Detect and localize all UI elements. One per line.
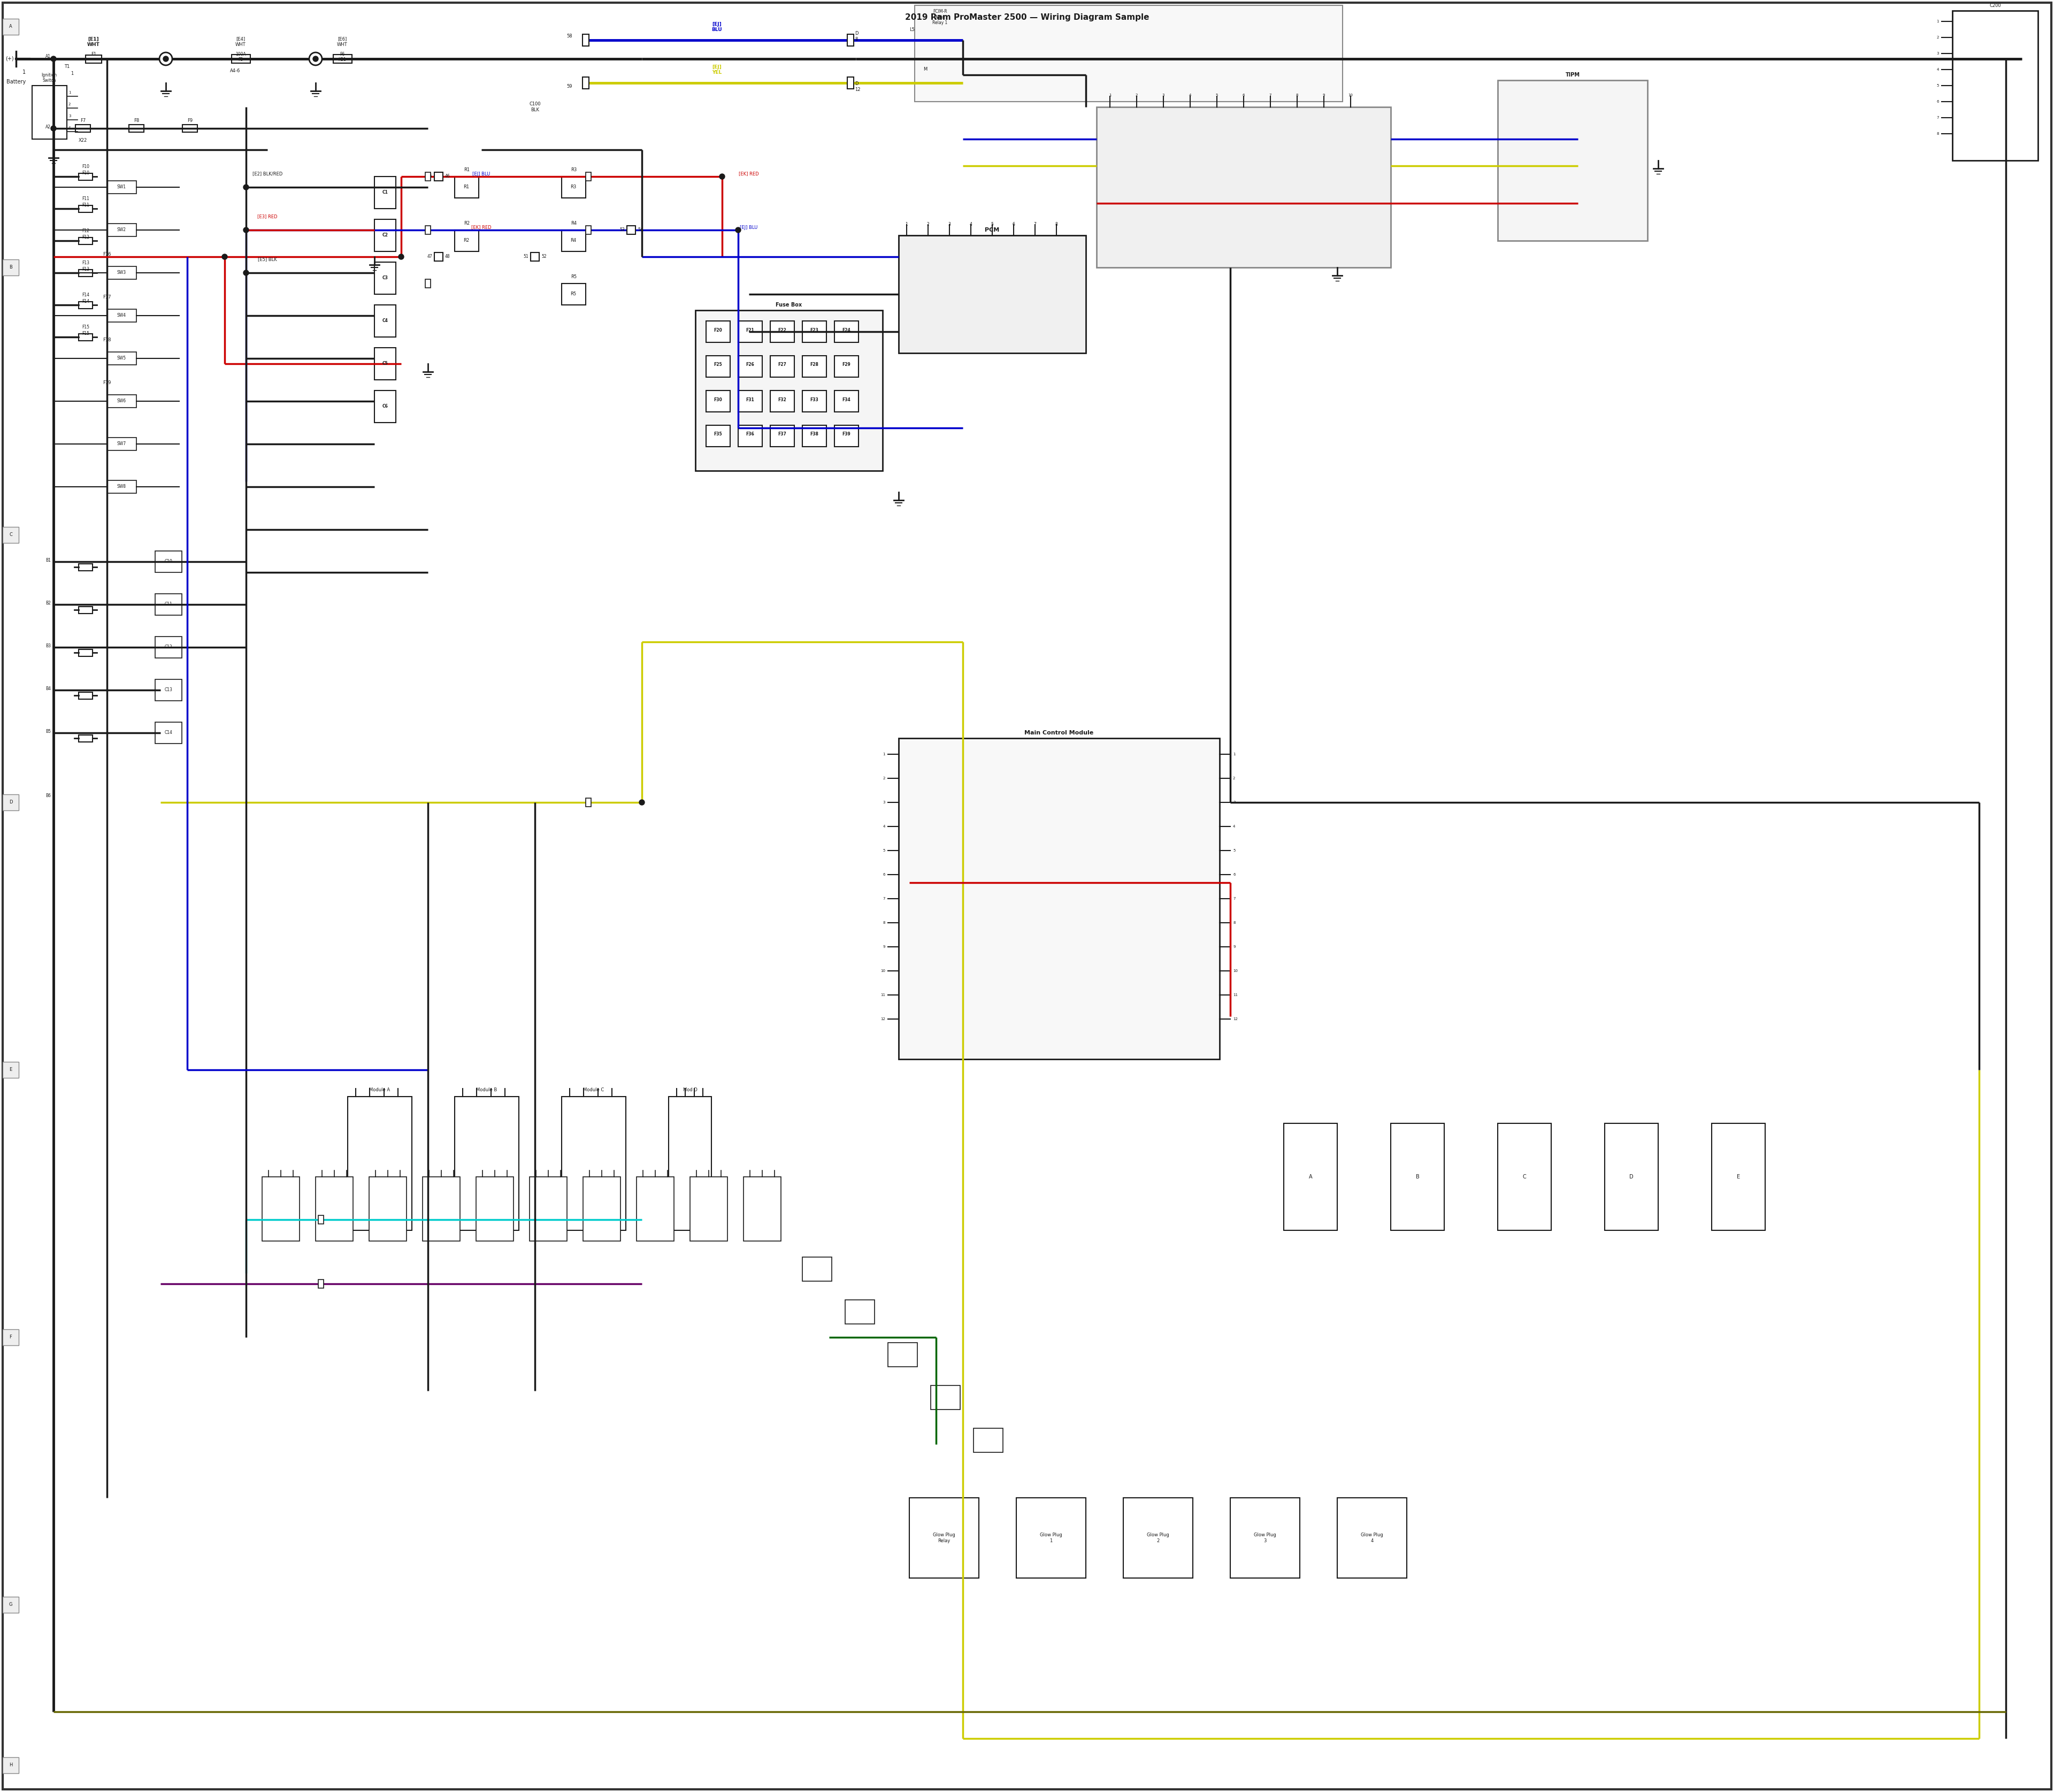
Bar [1711, 1124, 1764, 1231]
Text: D
8: D 8 [854, 30, 859, 41]
Text: 5: 5 [990, 222, 994, 228]
Text: C12: C12 [164, 645, 173, 650]
Text: 4: 4 [68, 125, 70, 129]
Text: L5: L5 [910, 27, 914, 32]
Text: A: A [8, 25, 12, 29]
Text: F20: F20 [715, 328, 723, 333]
Text: F11: F11 [82, 197, 88, 201]
Text: C4: C4 [382, 319, 388, 323]
Text: [EJ]
YEL: [EJ] YEL [713, 65, 721, 75]
Text: 10: 10 [881, 969, 885, 973]
Text: 1: 1 [1232, 753, 1234, 756]
Bar [347, 1097, 413, 1231]
Bar [887, 1342, 918, 1367]
Text: F14: F14 [82, 299, 88, 303]
Text: F24: F24 [842, 328, 850, 333]
Text: 6: 6 [883, 873, 885, 876]
Text: 8: 8 [1937, 133, 1939, 136]
Bar [107, 437, 136, 450]
Bar [107, 394, 136, 407]
Text: 8: 8 [1056, 222, 1058, 228]
Text: R5: R5 [571, 292, 577, 297]
Bar [707, 425, 729, 446]
Text: A1: A1 [45, 54, 51, 59]
Text: F32: F32 [778, 398, 787, 401]
Text: 1: 1 [906, 222, 908, 228]
Text: Battery: Battery [6, 79, 27, 84]
Text: 46: 46 [446, 174, 450, 179]
Text: C5: C5 [382, 362, 388, 366]
Text: 7: 7 [1269, 93, 1271, 97]
Text: C: C [1522, 1174, 1526, 1179]
Text: 4: 4 [883, 824, 885, 828]
Bar [2, 1758, 18, 1774]
Bar [803, 357, 826, 376]
Bar [86, 56, 101, 63]
Text: 1: 1 [70, 72, 74, 75]
Text: R4: R4 [571, 238, 577, 244]
Text: F12: F12 [82, 228, 88, 233]
Text: 2: 2 [1937, 36, 1939, 39]
Text: 1: 1 [68, 91, 72, 95]
Text: F35: F35 [715, 432, 723, 437]
Bar [78, 333, 92, 340]
Bar [425, 172, 431, 181]
Bar [318, 1215, 325, 1224]
Bar [1497, 1124, 1551, 1231]
Bar [2, 794, 18, 810]
Bar [107, 480, 136, 493]
Text: 8: 8 [1232, 921, 1234, 925]
Bar [316, 1177, 353, 1242]
Text: F16: F16 [103, 251, 111, 256]
Bar [374, 391, 396, 423]
Text: B: B [8, 265, 12, 271]
Text: B2: B2 [45, 600, 51, 606]
Text: 12: 12 [881, 1018, 885, 1021]
Text: R4: R4 [571, 220, 577, 226]
Bar [696, 310, 883, 471]
Text: F11: F11 [82, 202, 88, 208]
Bar [834, 391, 859, 412]
Text: A4-6: A4-6 [230, 68, 240, 73]
Bar [926, 29, 955, 56]
Text: 5: 5 [883, 849, 885, 853]
Text: Glow Plug
2: Glow Plug 2 [1146, 1532, 1169, 1543]
Text: F10: F10 [82, 165, 88, 168]
Text: R3: R3 [571, 185, 577, 190]
Bar [78, 735, 92, 742]
Text: Glow Plug
4: Glow Plug 4 [1362, 1532, 1382, 1543]
Text: [E1]
WHT: [E1] WHT [86, 36, 101, 47]
Bar [900, 738, 1220, 1059]
Bar [129, 125, 144, 133]
Bar [844, 1299, 875, 1324]
Text: 53: 53 [620, 228, 624, 233]
Text: 1: 1 [1937, 20, 1939, 23]
Text: 2: 2 [1136, 93, 1138, 97]
Text: 4: 4 [1937, 68, 1939, 72]
Text: SW1: SW1 [117, 185, 125, 190]
Bar [107, 351, 136, 366]
Bar [107, 181, 136, 194]
Text: F21: F21 [746, 328, 754, 333]
Text: F23: F23 [809, 328, 820, 333]
Text: 7: 7 [1232, 898, 1234, 900]
Text: F19: F19 [103, 380, 111, 385]
Text: 10: 10 [1232, 969, 1239, 973]
Text: B: B [1415, 1174, 1419, 1179]
Text: F18: F18 [103, 337, 111, 342]
Text: R1: R1 [464, 185, 470, 190]
Bar [425, 226, 431, 235]
Text: G: G [8, 1602, 12, 1607]
Bar [1337, 1498, 1407, 1579]
Text: F14: F14 [82, 292, 88, 297]
Text: C2: C2 [382, 233, 388, 238]
Bar [454, 1097, 520, 1231]
Text: 3: 3 [1937, 52, 1939, 56]
Circle shape [242, 271, 249, 276]
Text: SW7: SW7 [117, 441, 125, 446]
Bar [454, 177, 479, 197]
Text: 11: 11 [881, 993, 885, 996]
Bar [1124, 1498, 1193, 1579]
Text: F31: F31 [746, 398, 754, 401]
Bar [737, 321, 762, 342]
